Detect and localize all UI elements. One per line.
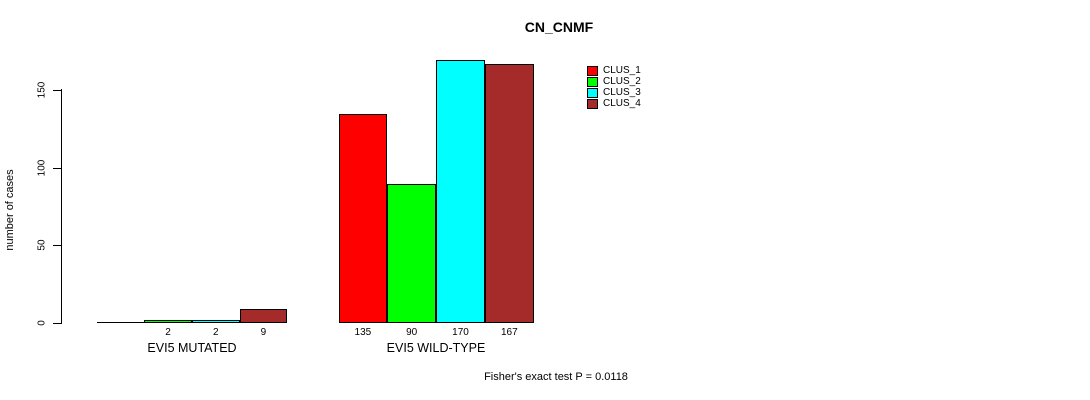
legend-label-clus-2: CLUS_2 (603, 76, 641, 87)
legend-swatch-clus-2 (587, 77, 598, 87)
legend-item-clus-1: CLUS_1 (587, 66, 641, 76)
legend-item-clus-4: CLUS_4 (587, 99, 641, 109)
y-axis-tick (53, 168, 61, 169)
y-axis-line (61, 89, 62, 324)
bar-evi5-mutated-clus-3 (191, 320, 240, 323)
bar-evi5-wild-type-clus-1 (338, 114, 388, 323)
fisher-test-annotation: Fisher's exact test P = 0.0118 (484, 371, 628, 383)
legend-swatch-clus-4 (587, 99, 598, 109)
legend-item-clus-3: CLUS_3 (587, 88, 641, 98)
y-axis-tick (53, 245, 61, 246)
legend-label-clus-3: CLUS_3 (603, 87, 641, 98)
bar-value-label: 90 (406, 327, 418, 338)
group-label-evi5-mutated: EVI5 MUTATED (147, 341, 237, 355)
legend-swatch-clus-1 (587, 66, 598, 76)
y-axis-tick-label: 50 (36, 239, 48, 251)
bar-evi5-mutated-clus-1 (96, 322, 145, 323)
bar-value-label: 170 (452, 327, 469, 338)
chart-title: CN_CNMF (524, 19, 594, 35)
legend-swatch-clus-3 (587, 88, 598, 98)
legend-item-clus-2: CLUS_2 (587, 77, 641, 87)
y-axis-tick (53, 323, 61, 324)
y-axis-label: number of cases (4, 169, 16, 251)
bar-value-label: 2 (212, 327, 219, 338)
legend: CLUS_1 CLUS_2 CLUS_3 CLUS_4 (587, 66, 641, 110)
bar-value-label: 135 (354, 327, 372, 338)
legend-label-clus-1: CLUS_1 (603, 65, 641, 76)
bar-value-label: 167 (500, 327, 518, 338)
y-axis-tick (53, 90, 61, 91)
group-label-evi5-wild-type: EVI5 WILD-TYPE (386, 341, 486, 355)
legend-label-clus-4: CLUS_4 (603, 98, 641, 109)
y-axis-tick-label: 0 (36, 320, 48, 326)
bar-value-label: 9 (260, 327, 267, 338)
bar-evi5-wild-type-clus-2 (387, 184, 437, 323)
bar-evi5-mutated-clus-4 (239, 309, 288, 323)
bar-evi5-wild-type-clus-3 (436, 60, 485, 323)
bar-evi5-mutated-clus-2 (144, 320, 192, 323)
y-axis-tick-label: 100 (36, 159, 48, 177)
y-axis-tick-label: 150 (36, 81, 48, 99)
bar-evi5-wild-type-clus-4 (484, 64, 534, 323)
bar-value-label: 2 (165, 327, 171, 338)
